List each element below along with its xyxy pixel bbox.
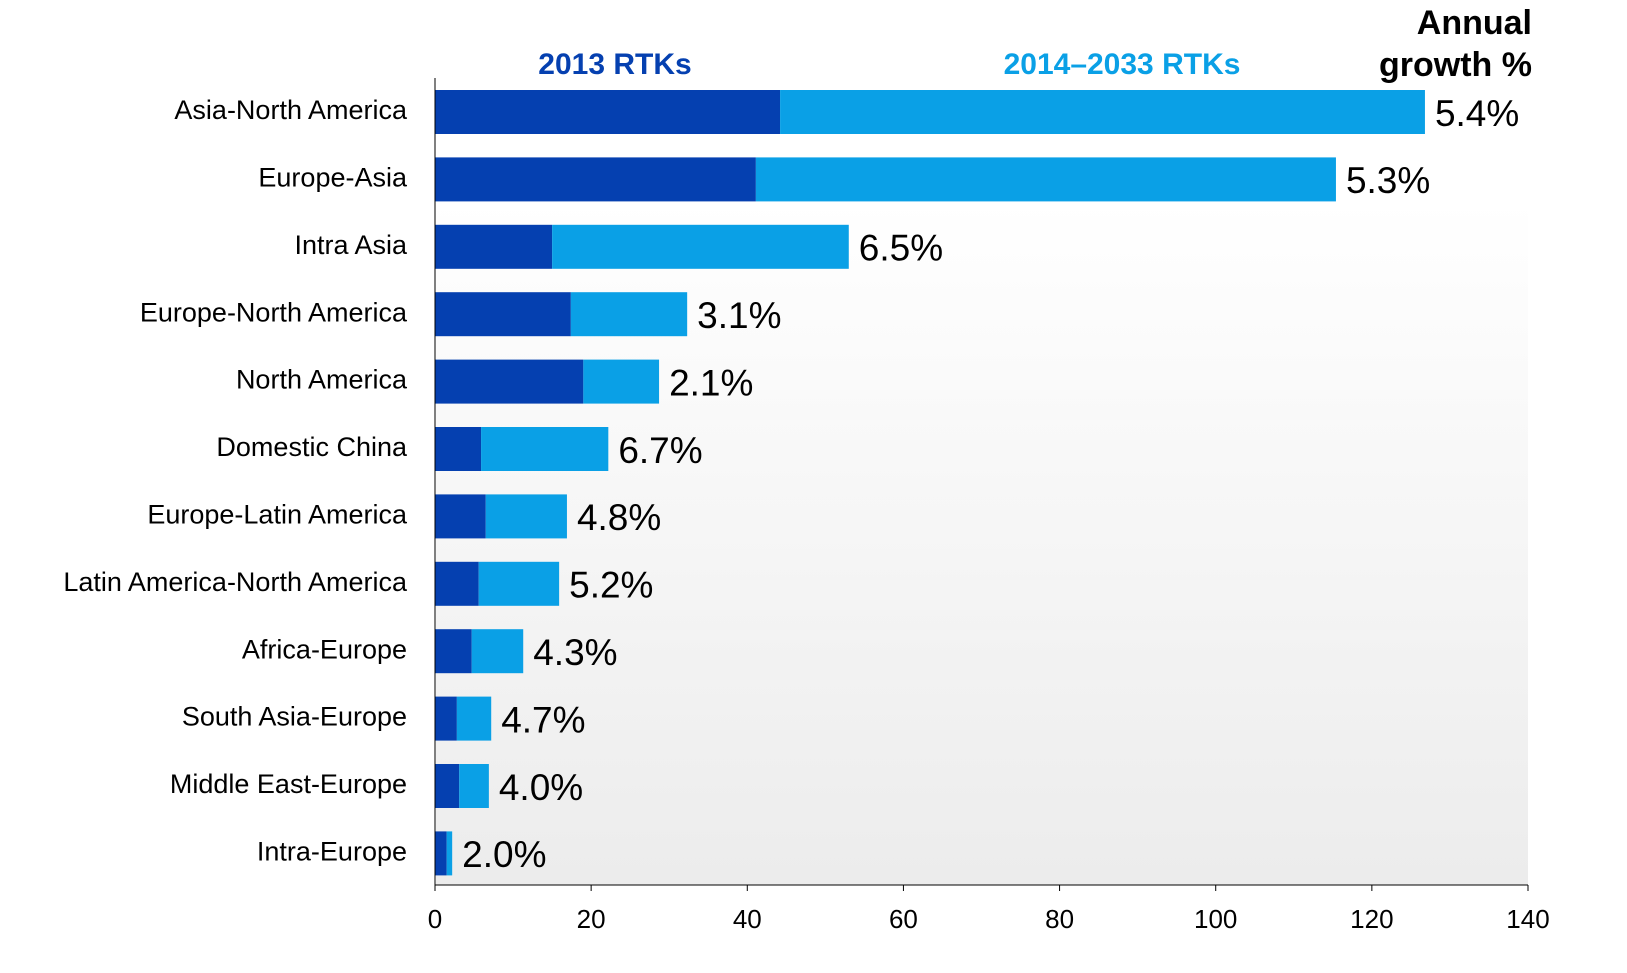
growth-label: 4.8% — [577, 497, 661, 538]
bar-segment — [459, 764, 489, 808]
bar-segment — [481, 427, 609, 471]
x-tick-label: 80 — [1045, 904, 1074, 934]
bar-segment — [478, 561, 560, 606]
y-tick-label: Africa-Europe — [242, 634, 407, 664]
bar-segment — [755, 157, 1336, 202]
bar-segment — [435, 696, 457, 741]
growth-label: 2.1% — [669, 362, 753, 403]
bar-segment — [435, 494, 486, 539]
x-tick-label: 100 — [1194, 904, 1237, 934]
bar-segment — [570, 292, 688, 337]
bar-segment — [435, 90, 781, 134]
growth-label: 4.7% — [501, 699, 585, 740]
bar-segment — [435, 427, 482, 471]
legend-label: 2013 RTKs — [538, 48, 691, 81]
growth-label: 4.0% — [499, 767, 583, 808]
x-tick-label: 40 — [733, 904, 762, 934]
bar-segment — [446, 831, 453, 876]
bar-segment — [552, 224, 849, 269]
growth-label: 2.0% — [462, 834, 546, 875]
bar-segment — [435, 157, 756, 202]
bar-segment — [583, 359, 660, 404]
y-tick-label: South Asia-Europe — [182, 702, 407, 732]
bar-segment — [435, 831, 447, 876]
growth-label: 4.3% — [533, 632, 617, 673]
y-tick-label: Latin America-North America — [63, 567, 408, 597]
growth-label: 5.3% — [1346, 160, 1430, 201]
bar-segment — [435, 629, 472, 674]
y-tick-label: Europe-Asia — [258, 163, 408, 193]
y-tick-label: Intra Asia — [294, 230, 408, 260]
growth-label: 6.7% — [618, 430, 702, 471]
growth-label: 3.1% — [697, 295, 781, 336]
x-tick-label: 140 — [1506, 904, 1549, 934]
x-tick-label: 0 — [428, 904, 442, 934]
bar-segment — [471, 629, 524, 674]
x-tick-label: 120 — [1350, 904, 1393, 934]
bar-segment — [485, 494, 567, 539]
y-tick-label: Domestic China — [216, 432, 408, 462]
bar-segment — [435, 224, 553, 269]
x-tick-label: 60 — [889, 904, 918, 934]
legend-label: 2014–2033 RTKs — [1004, 48, 1241, 81]
bar-segment — [780, 90, 1425, 134]
bar-segment — [456, 696, 492, 741]
y-tick-label: Intra-Europe — [257, 837, 407, 867]
bar-segment — [435, 561, 479, 606]
x-tick-label: 20 — [577, 904, 606, 934]
growth-label: 5.2% — [569, 565, 653, 606]
y-tick-label: North America — [236, 365, 408, 395]
y-tick-label: Europe-North America — [140, 297, 408, 327]
growth-label: 6.5% — [859, 228, 943, 269]
y-tick-label: Middle East-Europe — [170, 769, 407, 799]
bar-segment — [435, 359, 584, 404]
growth-title: Annual growth % — [1379, 4, 1532, 84]
growth-label: 5.4% — [1435, 93, 1519, 134]
y-tick-label: Asia-North America — [174, 95, 408, 125]
y-tick-label: Europe-Latin America — [147, 500, 408, 530]
bar-segment — [435, 292, 571, 337]
bar-segment — [435, 764, 460, 808]
